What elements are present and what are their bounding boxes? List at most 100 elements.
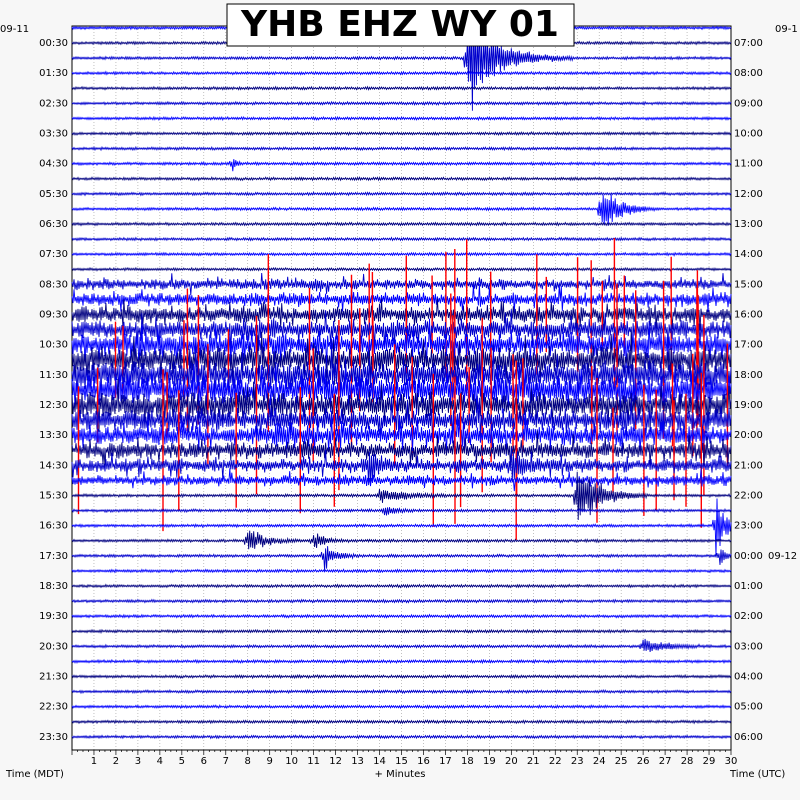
x-tick-label: 14: [373, 756, 386, 767]
left-time-label: 03:30: [39, 129, 68, 140]
x-tick-label: 11: [307, 756, 320, 767]
title-box: [226, 3, 575, 47]
right-time-label: 12:00: [734, 189, 763, 200]
trace-line: [71, 130, 732, 137]
trace-line: [71, 447, 732, 486]
trace-line: [71, 176, 732, 182]
right-time-label: 11:00: [734, 159, 763, 170]
trace-line: [71, 191, 732, 197]
trace-line: [71, 308, 732, 353]
left-time-label: 06:30: [39, 219, 68, 230]
left-time-label: 09:30: [39, 310, 68, 321]
left-axis-label: Time (MDT): [5, 769, 64, 780]
trace-line: [71, 379, 732, 433]
left-time-label: 18:30: [39, 581, 68, 592]
x-axis: 1 2 3 4 5 6 7 8 9 10 11 12 13 14 15 16 17 18 19 20 21 22 23 24 2…: [71, 749, 738, 767]
trace-line: [71, 430, 732, 469]
left-time-label: 10:30: [39, 340, 68, 351]
trace-line: [71, 673, 732, 680]
right-time-label: 00:00: [734, 551, 763, 562]
trace-spike: [96, 314, 729, 496]
trace-line: [71, 298, 732, 332]
right-time-label: 02:00: [734, 611, 763, 622]
trace-line: [71, 568, 732, 574]
trace-line: [71, 272, 732, 296]
x-tick-label: 7: [223, 756, 229, 767]
trace-line: [71, 236, 732, 242]
left-time-label: 20:30: [39, 641, 68, 652]
x-tick-label: 12: [329, 756, 342, 767]
right-time-label: 15:00: [734, 279, 763, 290]
right-time-label: 23:00: [734, 521, 763, 532]
trace-spike: [114, 274, 699, 445]
x-tick-label: 2: [113, 756, 119, 767]
x-tick-label: 1: [91, 756, 97, 767]
left-time-label: 15:30: [39, 491, 68, 502]
x-tick-label: 8: [245, 756, 251, 767]
right-time-label: 13:00: [734, 219, 763, 230]
right-date-label: 09-1: [775, 24, 798, 35]
trace-line: [71, 719, 732, 725]
left-time-label: 16:30: [39, 521, 68, 532]
trace-line: [71, 704, 732, 710]
trace-line: [71, 251, 732, 257]
right-time-label: 07:00: [734, 38, 763, 49]
right-time-label: 06:00: [734, 732, 763, 743]
trace-line: [71, 658, 732, 665]
trace-line: [71, 363, 732, 420]
right-time-label: 18:00: [734, 370, 763, 381]
x-tick-label: 20: [505, 756, 518, 767]
x-tick-label: 3: [135, 756, 141, 767]
x-tick-label: 24: [593, 756, 606, 767]
x-tick-label: 30: [725, 756, 738, 767]
right-time-label: 14:00: [734, 249, 763, 260]
left-time-label: 07:30: [39, 249, 68, 260]
x-tick-label: 13: [351, 756, 364, 767]
x-axis-label: + Minutes: [375, 769, 426, 780]
seismic-traces: [71, 12, 732, 740]
x-tick-label: 26: [637, 756, 650, 767]
right-time-label: 09:00: [734, 98, 763, 109]
right-time-label: 03:00: [734, 641, 763, 652]
right-time-label: 22:00: [734, 491, 763, 502]
trace-line: [71, 638, 732, 653]
right-time-label: 10:00: [734, 129, 763, 140]
trace-line: [71, 283, 732, 313]
trace-line: [71, 628, 732, 634]
left-time-label: 14:30: [39, 460, 68, 471]
left-time-label: 19:30: [39, 611, 68, 622]
x-tick-label: 15: [395, 756, 408, 767]
trace-line: [71, 498, 732, 557]
x-tick-label: 5: [179, 756, 185, 767]
trace-line: [71, 530, 732, 550]
left-time-label: 12:30: [39, 400, 68, 411]
x-tick-label: 21: [527, 756, 540, 767]
right-time-label: 20:00: [734, 430, 763, 441]
left-time-label: 23:30: [39, 732, 68, 743]
left-time-label: 01:30: [39, 68, 68, 79]
left-time-label: 00:30: [39, 38, 68, 49]
trace-line: [71, 266, 732, 272]
trace-line: [71, 221, 732, 227]
left-time-label: 21:30: [39, 672, 68, 683]
x-tick-label: 29: [703, 756, 716, 767]
trace-line: [71, 85, 732, 91]
left-time-label: 13:30: [39, 430, 68, 441]
trace-spike: [77, 360, 702, 540]
trace-line: [71, 145, 732, 152]
x-tick-label: 19: [483, 756, 496, 767]
trace-line: [71, 598, 732, 604]
trace-line: [71, 394, 732, 443]
row-labels: 00:30 07:00 01:30 08:00 02:30 09:00 03:30 10:00…: [39, 38, 797, 743]
left-time-label: 22:30: [39, 702, 68, 713]
trace-line: [71, 194, 732, 226]
x-tick-label: 22: [549, 756, 562, 767]
left-time-label: 08:30: [39, 279, 68, 290]
trace-line: [71, 318, 732, 370]
trace-line: [71, 546, 732, 571]
trace-line: [71, 583, 732, 589]
left-time-label: 04:30: [39, 159, 68, 170]
x-tick-label: 27: [659, 756, 672, 767]
left-time-label: 17:30: [39, 551, 68, 562]
